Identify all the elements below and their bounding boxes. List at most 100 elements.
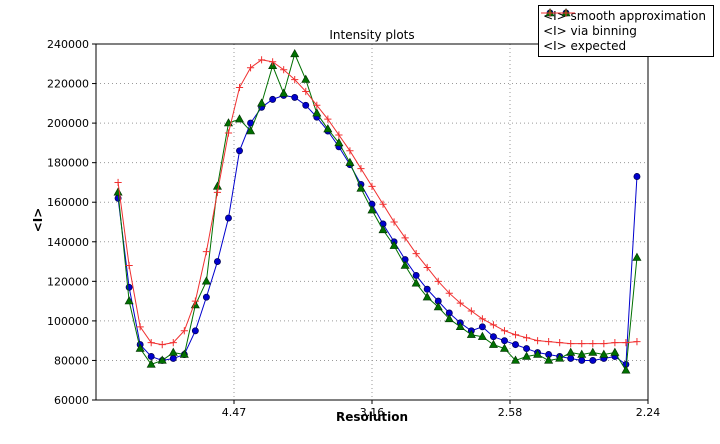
circle-marker-icon (169, 355, 177, 362)
legend: <I> smooth approximation <I> via binning… (538, 5, 714, 57)
plus-marker-icon (522, 334, 531, 342)
plus-marker-icon (313, 101, 321, 109)
plus-marker-icon (280, 66, 288, 74)
plus-marker-icon (246, 64, 255, 72)
plus-marker-icon (578, 340, 586, 348)
triangle-marker-icon (113, 187, 123, 196)
circle-marker-icon (213, 258, 221, 266)
y-axis-label: <I> (31, 207, 45, 233)
triangle-marker-icon (544, 355, 554, 364)
triangle-marker-icon (455, 321, 465, 331)
plus-marker-icon (302, 87, 310, 96)
triangle-marker-icon (466, 329, 476, 338)
circle-marker-icon (125, 283, 133, 291)
triangle-marker-icon (632, 252, 642, 261)
y-tick-label: 160000 (47, 196, 89, 209)
legend-sample-plus-icon (541, 9, 576, 17)
plus-marker-icon (467, 307, 475, 315)
triangle-marker-icon (477, 331, 487, 340)
x-tick-label: 4.47 (222, 406, 247, 419)
plus-marker-icon (346, 147, 354, 155)
circle-marker-icon (202, 293, 210, 301)
triangle-marker-icon (499, 343, 509, 352)
circle-marker-icon (412, 271, 420, 279)
plus-marker-icon (511, 331, 520, 339)
plus-marker-icon (567, 340, 575, 348)
plus-marker-icon (434, 277, 442, 285)
plus-marker-icon (534, 337, 542, 345)
plus-marker-icon (412, 250, 420, 258)
plus-marker-icon (456, 299, 464, 307)
plus-marker-icon (213, 188, 222, 196)
circle-marker-icon (501, 337, 508, 345)
y-tick-label: 140000 (47, 236, 89, 249)
plus-marker-icon (423, 263, 431, 272)
plus-marker-icon (291, 76, 299, 84)
circle-marker-icon (191, 327, 199, 335)
plus-marker-icon (445, 289, 453, 297)
circle-marker-icon (302, 101, 310, 109)
triangle-marker-icon (146, 359, 156, 368)
plus-marker-icon (235, 83, 244, 92)
circle-marker-icon (225, 214, 232, 222)
triangle-marker-icon (235, 114, 245, 123)
triangle-marker-icon (367, 205, 377, 214)
triangle-marker-icon (157, 355, 167, 364)
series-line-1 (117, 52, 638, 372)
plus-marker-icon (622, 339, 630, 347)
y-tick-label: 240000 (47, 38, 89, 51)
plus-marker-icon (562, 9, 570, 17)
plus-marker-icon (169, 339, 177, 347)
circle-marker-icon (523, 345, 531, 353)
triangle-marker-icon (411, 278, 421, 287)
triangle-marker-icon (599, 349, 609, 358)
triangle-marker-icon (257, 98, 267, 107)
circle-marker-icon (567, 355, 575, 362)
circle-marker-icon (291, 93, 299, 101)
triangle-marker-icon (577, 349, 587, 358)
plus-marker-icon (401, 234, 409, 242)
plus-marker-icon (379, 200, 387, 208)
legend-label: <I> via binning (543, 24, 637, 38)
plus-marker-icon (180, 327, 188, 335)
plus-marker-icon (600, 340, 608, 348)
triangle-marker-icon (433, 302, 443, 311)
circle-marker-icon (423, 285, 431, 293)
y-tick-label: 80000 (54, 354, 89, 367)
plus-marker-icon (545, 338, 553, 346)
plus-marker-icon (125, 261, 133, 270)
triangle-marker-icon (301, 74, 311, 83)
circle-marker-icon (147, 353, 155, 360)
plot-title: Intensity plots (329, 28, 415, 42)
triangle-marker-icon (279, 88, 289, 97)
plus-marker-icon (546, 9, 554, 17)
triangle-marker-icon (533, 349, 543, 358)
triangle-marker-icon (566, 347, 576, 356)
legend-label: <I> expected (543, 39, 627, 53)
plus-marker-icon (368, 182, 376, 190)
legend-item-via-binning: <I> via binning (541, 8, 706, 38)
plus-marker-icon (390, 218, 398, 226)
triangle-marker-icon (312, 108, 322, 117)
circle-marker-icon (478, 323, 486, 331)
plus-marker-icon (611, 339, 619, 347)
plus-marker-icon (500, 327, 509, 335)
triangle-marker-icon (522, 351, 532, 360)
triangle-marker-icon (378, 224, 388, 234)
plus-marker-icon (224, 129, 233, 137)
plus-marker-icon (114, 178, 122, 187)
plus-marker-icon (191, 297, 199, 305)
plus-marker-icon (258, 56, 266, 64)
triangle-marker-icon (345, 157, 355, 166)
plus-marker-icon (136, 323, 144, 331)
legend-label: <I> smooth approximation (543, 9, 706, 23)
plus-marker-icon (478, 315, 486, 323)
y-tick-label: 120000 (47, 275, 89, 288)
plot-frame (95, 43, 649, 401)
triangle-marker-icon (290, 48, 300, 58)
x-tick-label: 2.24 (636, 406, 661, 419)
plus-marker-icon (147, 339, 155, 347)
triangle-marker-icon (488, 339, 498, 348)
